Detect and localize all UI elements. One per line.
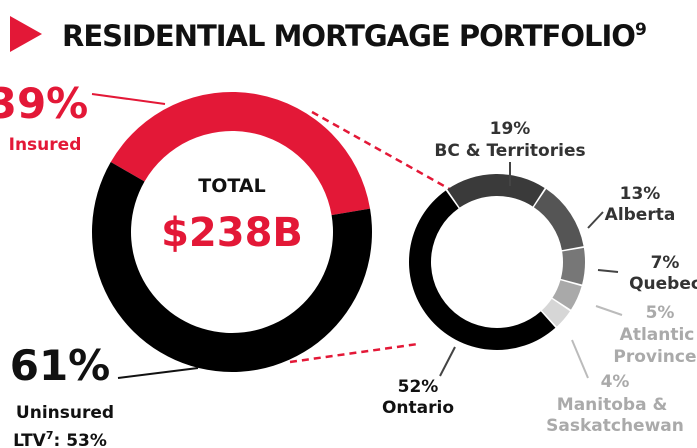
category-line: Manitoba & (557, 395, 673, 415)
slice (92, 162, 373, 372)
annotation: LTV7: 53% (13, 429, 107, 448)
category-label: BC & Territories (434, 141, 585, 161)
slice (552, 280, 582, 310)
slice (110, 91, 371, 216)
value-label: 52% (398, 377, 439, 397)
title-note: 9 (635, 20, 646, 40)
category-label: Insured (9, 135, 82, 155)
category-line: Provinces (613, 347, 697, 367)
value-label: 5% (646, 303, 675, 323)
slice (533, 189, 584, 251)
leader-line (117, 367, 199, 379)
leader-line (439, 346, 456, 377)
value-label: 39% (0, 79, 88, 128)
center-value: $238B (161, 210, 303, 256)
value-label: 7% (651, 253, 680, 273)
leader-line (571, 339, 589, 379)
value-label: 4% (601, 372, 630, 392)
leader-line (587, 211, 604, 229)
category-label: Uninsured (16, 403, 114, 423)
value-label: 19% (490, 119, 531, 139)
annotation-text: LTV (13, 431, 47, 448)
leader-line (91, 93, 166, 105)
chart-title: RESIDENTIAL MORTGAGE PORTFOLIO9 (62, 19, 646, 53)
slice (409, 190, 556, 350)
category-label: Alberta (605, 205, 676, 225)
slice (560, 247, 585, 285)
leader-line (597, 269, 619, 273)
category-line: Atlantic (620, 325, 697, 345)
title-marker (10, 16, 42, 52)
value-label: 13% (620, 184, 661, 204)
slice (541, 298, 570, 327)
leader-line (595, 305, 623, 316)
slice (447, 173, 545, 208)
annotation-note: 7 (46, 429, 54, 442)
category-label: Quebec (629, 274, 697, 294)
center-label: TOTAL (198, 175, 265, 197)
annotation-rest: : 53% (54, 431, 107, 448)
title-text: RESIDENTIAL MORTGAGE PORTFOLIO (62, 19, 635, 53)
value-label: 61% (10, 341, 111, 390)
connector (311, 110, 463, 198)
category-label: Atlantic Provinces (613, 325, 697, 367)
category-label: Manitoba & Saskatchewan (546, 395, 684, 436)
category-line: Saskatchewan (546, 416, 684, 436)
connector (289, 342, 419, 364)
category-label: Ontario (382, 398, 454, 418)
